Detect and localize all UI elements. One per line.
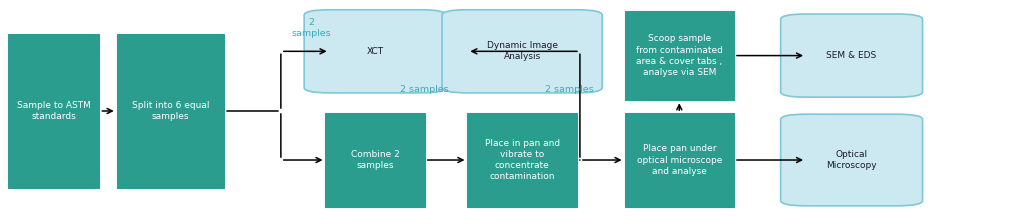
Text: 2
samples: 2 samples [292,18,331,38]
Text: Place in pan and
vibrate to
concentrate
contamination: Place in pan and vibrate to concentrate … [484,139,560,181]
Text: Optical
Microscopy: Optical Microscopy [826,150,877,170]
Text: 2 samples: 2 samples [400,85,450,94]
FancyBboxPatch shape [625,113,734,207]
FancyBboxPatch shape [8,34,99,188]
Text: Dynamic Image
Analysis: Dynamic Image Analysis [486,41,558,61]
Text: Combine 2
samples: Combine 2 samples [351,150,399,170]
FancyBboxPatch shape [625,11,734,100]
FancyBboxPatch shape [780,14,923,97]
Text: SEM & EDS: SEM & EDS [826,51,877,60]
Text: Scoop sample
from contaminated
area & cover tabs ,
analyse via SEM: Scoop sample from contaminated area & co… [636,34,723,77]
FancyBboxPatch shape [326,113,425,207]
FancyBboxPatch shape [780,114,923,206]
FancyBboxPatch shape [117,34,223,188]
Text: Split into 6 equal
samples: Split into 6 equal samples [132,101,209,121]
FancyBboxPatch shape [467,113,577,207]
FancyBboxPatch shape [304,10,446,93]
Text: Sample to ASTM
standards: Sample to ASTM standards [16,101,91,121]
Text: Place pan under
optical microscope
and analyse: Place pan under optical microscope and a… [637,145,722,176]
FancyBboxPatch shape [442,10,602,93]
Text: 2 samples: 2 samples [546,85,594,94]
Text: XCT: XCT [367,47,384,56]
